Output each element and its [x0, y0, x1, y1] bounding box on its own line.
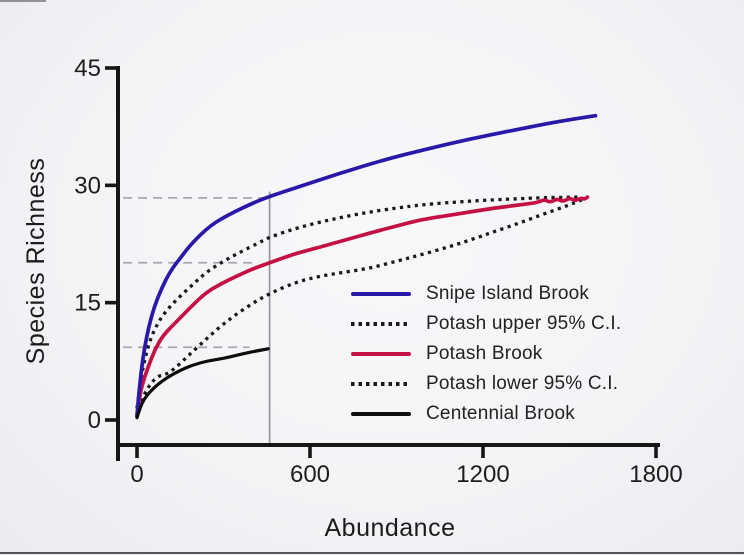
legend-item-potash-lower-ci: Potash lower 95% C.I. [351, 369, 621, 399]
legend-label: Potash upper 95% C.I. [426, 313, 622, 334]
y-tick-label: 30 [74, 172, 101, 199]
curve-potash-brook [135, 195, 590, 418]
legend-swatch-black-line [351, 412, 411, 416]
legend: Snipe Island Brook Potash upper 95% C.I.… [351, 279, 621, 429]
legend-label: Potash Brook [426, 343, 543, 364]
curve-centennial-brook [135, 347, 270, 420]
window-bottom-border [0, 552, 744, 554]
legend-swatch-dotted-line [351, 382, 411, 386]
curve-snipe-island-brook [135, 113, 598, 418]
y-tick-label: 0 [88, 407, 101, 434]
legend-swatch-blue-line [351, 292, 411, 296]
legend-item-potash-upper-ci: Potash upper 95% C.I. [351, 309, 621, 339]
legend-item-potash-brook: Potash Brook [351, 339, 621, 369]
legend-label: Centennial Brook [426, 403, 575, 424]
x-tick-label: 600 [290, 461, 330, 488]
legend-swatch-red-line [351, 352, 411, 356]
y-tick-label: 45 [74, 55, 101, 82]
x-axis-title: Abundance [324, 514, 456, 542]
legend-swatch-dotted-line [351, 322, 411, 326]
x-tick-label: 1200 [456, 461, 509, 488]
y-tick-label: 15 [74, 290, 101, 317]
y-axis-title: Species Richness [22, 157, 50, 365]
x-tick-label: 0 [130, 461, 143, 488]
frame-artifact-top-left [0, 0, 46, 2]
legend-item-centennial-brook: Centennial Brook [351, 399, 621, 429]
legend-label: Snipe Island Brook [426, 283, 590, 304]
legend-label: Potash lower 95% C.I. [426, 373, 619, 394]
legend-item-snipe-island-brook: Snipe Island Brook [351, 279, 621, 309]
x-tick-label: 1800 [629, 461, 682, 488]
